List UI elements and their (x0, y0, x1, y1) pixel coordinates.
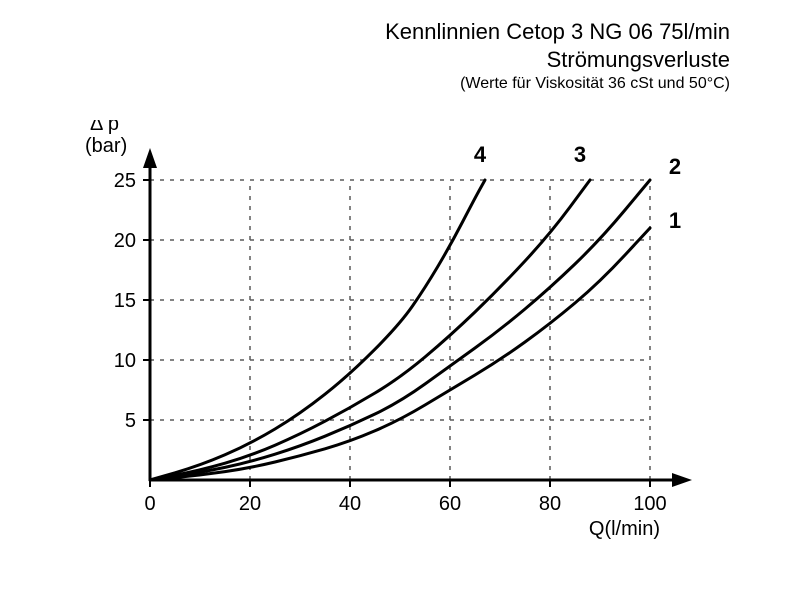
curve-label-4: 4 (474, 142, 487, 167)
y-tick-label: 10 (114, 350, 136, 372)
y-axis-label-2: (bar) (85, 135, 127, 157)
y-axis-label-1: Δ p (90, 120, 119, 135)
x-tick-label: 60 (439, 493, 461, 515)
y-axis-arrow-icon (143, 148, 157, 168)
x-axis-arrow-icon (672, 473, 692, 487)
curve-4 (150, 180, 485, 480)
title-line-1: Kennlinnien Cetop 3 NG 06 75l/min (385, 18, 730, 46)
x-tick-label: 0 (144, 493, 155, 515)
y-tick-label: 15 (114, 290, 136, 312)
curve-label-2: 2 (669, 154, 681, 179)
chart-svg: 5 10 15 20 25 0 20 40 60 80 100 Δ p(bar) Q(l/min) 1 2 3… (60, 120, 740, 570)
x-tick-label: 20 (239, 493, 261, 515)
x-tick-label: 80 (539, 493, 561, 515)
curve-2 (150, 180, 650, 480)
curve-label-1: 1 (669, 208, 681, 233)
x-tick-label: 100 (633, 493, 666, 515)
y-tick-label: 20 (114, 230, 136, 252)
curve-3 (150, 180, 590, 480)
page: Kennlinnien Cetop 3 NG 06 75l/min Strömu… (0, 0, 800, 600)
title-block: Kennlinnien Cetop 3 NG 06 75l/min Strömu… (385, 18, 730, 95)
title-line-2: Strömungsverluste (385, 46, 730, 74)
x-tick-label: 40 (339, 493, 361, 515)
y-tick-label: 25 (114, 170, 136, 192)
chart: 5 10 15 20 25 0 20 40 60 80 100 Δ p(bar) Q(l/min) 1 2 3… (60, 120, 740, 570)
x-axis-label: Q(l/min) (589, 518, 660, 540)
y-tick-label: 5 (125, 410, 136, 432)
title-line-3: (Werte für Viskosität 36 cSt und 50°C) (385, 73, 730, 95)
curve-label-3: 3 (574, 142, 586, 167)
